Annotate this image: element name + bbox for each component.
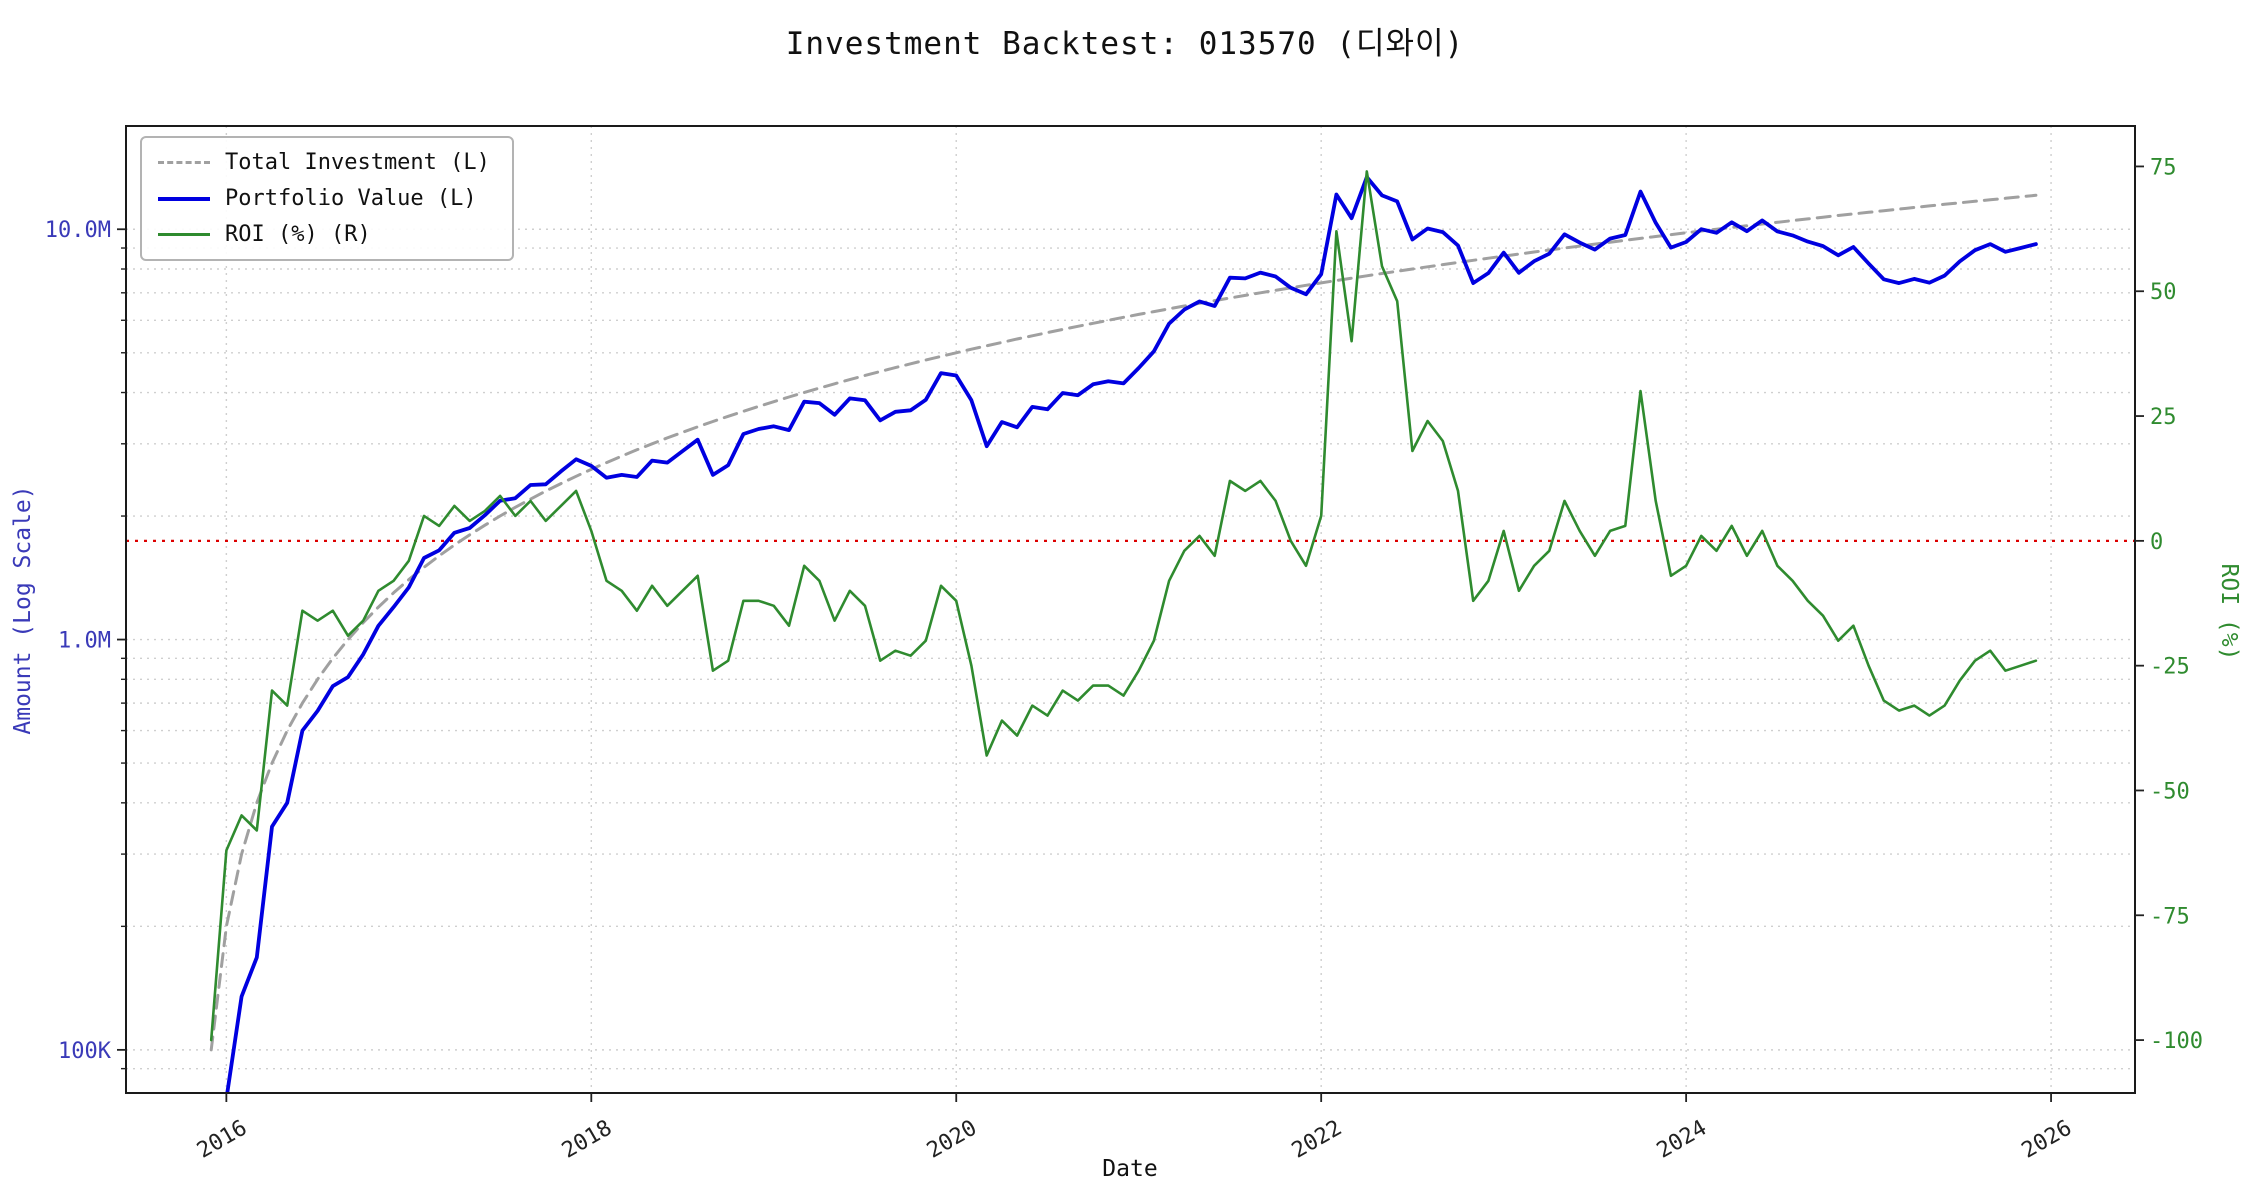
y-left-tick-label: 100K — [58, 1039, 112, 1064]
y-left-tick-label: 1.0M — [58, 629, 111, 654]
x-tick-label: 2024 — [1653, 1116, 1711, 1164]
y-right-tick-label: -50 — [2150, 779, 2190, 804]
total-investment-line-swatch — [158, 161, 210, 164]
legend-item-roi: ROI (%) (R) — [158, 222, 490, 247]
y-right-tick-label: 75 — [2150, 155, 2177, 180]
portfolio-value-line-swatch — [158, 196, 210, 201]
x-tick-label: 2022 — [1288, 1116, 1346, 1164]
x-tick-label: 2016 — [193, 1116, 251, 1164]
legend-item-total-investment: Total Investment (L) — [158, 150, 490, 175]
x-tick-label: 2026 — [2018, 1116, 2076, 1164]
legend-label-roi: ROI (%) (R) — [225, 222, 371, 247]
legend-label-portfolio-value: Portfolio Value (L) — [225, 186, 477, 211]
x-axis-label: Date — [1102, 1156, 1157, 1182]
legend: Total Investment (L) Portfolio Value (L)… — [140, 136, 514, 261]
plot-border — [125, 125, 2136, 1094]
plot-area: 2016 2018 2020 2022 2024 2026 10.0M 1.0M 100K 75 5… — [45, 125, 2203, 1164]
y-right-tick-label: -100 — [2150, 1029, 2203, 1054]
legend-label-total-investment: Total Investment (L) — [225, 150, 490, 175]
series-roi-r — [209, 170, 2038, 1042]
chart-title: Investment Backtest: 013570 (디와이) — [785, 26, 1465, 62]
y-left-tick-label: 10.0M — [45, 218, 111, 243]
series-total-investment-l — [209, 193, 2038, 1052]
y-axis-label-right: ROI (%) — [2216, 564, 2242, 661]
y-right-tick-label: -25 — [2150, 655, 2190, 680]
y-right-tick-label: 50 — [2150, 280, 2177, 305]
y-right-tick-label: -75 — [2150, 904, 2190, 929]
legend-item-portfolio-value: Portfolio Value (L) — [158, 186, 490, 211]
roi-line-swatch — [158, 233, 210, 236]
x-tick-label: 2020 — [923, 1116, 981, 1164]
series-portfolio-value-l — [225, 175, 2038, 1093]
y-right-tick-label: 25 — [2150, 405, 2177, 430]
y-right-tick-label: 0 — [2150, 530, 2163, 555]
x-tick-label: 2018 — [558, 1116, 616, 1164]
y-axis-label-left: Amount (Log Scale) — [10, 485, 36, 734]
